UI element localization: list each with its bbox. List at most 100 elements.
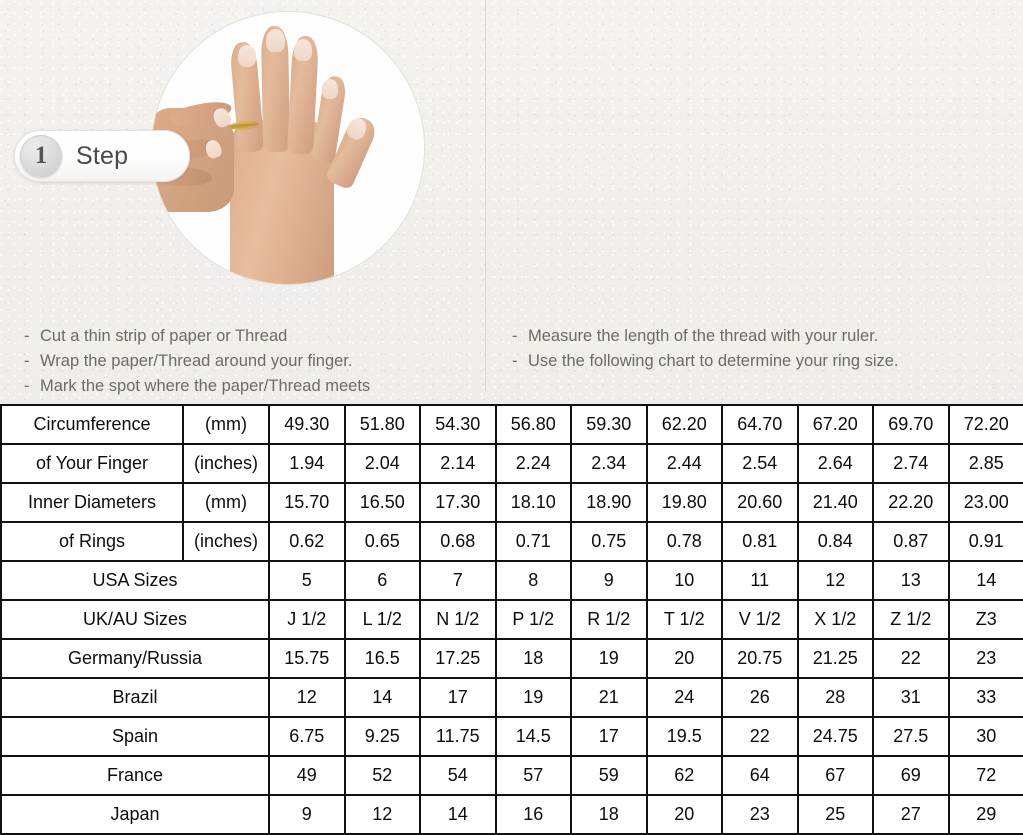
cell: L 1/2: [345, 600, 421, 639]
cell: 15.75: [269, 639, 345, 678]
cell: 6: [345, 561, 421, 600]
cell: X 1/2: [798, 600, 874, 639]
cell: Z 1/2: [873, 600, 949, 639]
cell: 19: [571, 639, 647, 678]
cell: 20.60: [722, 483, 798, 522]
cell: 72.20: [949, 405, 1023, 444]
cell: T 1/2: [647, 600, 723, 639]
cell: 27.5: [873, 717, 949, 756]
bullet-dash: -: [24, 374, 40, 399]
row-label-usa-sizes: USA Sizes: [1, 561, 269, 600]
unit-label: (mm): [183, 405, 269, 444]
cell: R 1/2: [571, 600, 647, 639]
cell: 31: [873, 678, 949, 717]
cell: 0.81: [722, 522, 798, 561]
row-label-circumference: Circumference: [1, 405, 183, 444]
cell: 59: [571, 756, 647, 795]
cell: 56.80: [496, 405, 572, 444]
step-1-photo-hand-with-ring: [152, 12, 424, 284]
cell: 20.75: [722, 639, 798, 678]
ring-size-table: Circumference (mm) 49.30 51.80 54.30 56.…: [0, 404, 1023, 835]
cell: 12: [798, 561, 874, 600]
cell: 67: [798, 756, 874, 795]
cell: 7: [420, 561, 496, 600]
cell: 24.75: [798, 717, 874, 756]
instruction-line: -Mark the spot where the paper/Thread me…: [24, 374, 370, 399]
cell: 62.20: [647, 405, 723, 444]
table-row: Japan 9 12 14 16 18 20 23 25 27 29: [1, 795, 1023, 834]
instruction-line: -Use the following chart to determine yo…: [512, 349, 899, 374]
cell: 2.44: [647, 444, 723, 483]
row-label-inner-diameters-2: of Rings: [1, 522, 183, 561]
cell: 21.40: [798, 483, 874, 522]
row-label-circumference-2: of Your Finger: [1, 444, 183, 483]
cell: 15.70: [269, 483, 345, 522]
cell: J 1/2: [269, 600, 345, 639]
cell: 64.70: [722, 405, 798, 444]
cell: 17.30: [420, 483, 496, 522]
cell: 0.84: [798, 522, 874, 561]
cell: 21: [571, 678, 647, 717]
row-label-germany-russia: Germany/Russia: [1, 639, 269, 678]
step-2-instructions: -Measure the length of the thread with y…: [512, 324, 899, 374]
cell: Z3: [949, 600, 1023, 639]
row-label-inner-diameters: Inner Diameters: [1, 483, 183, 522]
instruction-text: Cut a thin strip of paper or Thread: [40, 327, 287, 345]
cell: 30: [949, 717, 1023, 756]
cell: 0.68: [420, 522, 496, 561]
cell: 17: [571, 717, 647, 756]
cell: 18.90: [571, 483, 647, 522]
cell: 23: [722, 795, 798, 834]
cell: 2.24: [496, 444, 572, 483]
cell: 0.62: [269, 522, 345, 561]
cell: 2.74: [873, 444, 949, 483]
cell: 12: [269, 678, 345, 717]
cell: 20: [647, 795, 723, 834]
cell: 20: [647, 639, 723, 678]
cell: 2.14: [420, 444, 496, 483]
cell: 0.71: [496, 522, 572, 561]
cell: 1.94: [269, 444, 345, 483]
instruction-text: Mark the spot where the paper/Thread mee…: [40, 377, 370, 395]
cell: 49: [269, 756, 345, 795]
step-1-label: Step: [76, 142, 128, 171]
cell: P 1/2: [496, 600, 572, 639]
cell: 26: [722, 678, 798, 717]
cell: 11.75: [420, 717, 496, 756]
cell: 14: [949, 561, 1023, 600]
instruction-text: Use the following chart to determine you…: [528, 352, 899, 370]
cell: 11: [722, 561, 798, 600]
bullet-dash: -: [24, 349, 40, 374]
row-label-brazil: Brazil: [1, 678, 269, 717]
table-row: USA Sizes 5 6 7 8 9 10 11 12 13 14: [1, 561, 1023, 600]
cell: 2.85: [949, 444, 1023, 483]
table-row: of Rings (inches) 0.62 0.65 0.68 0.71 0.…: [1, 522, 1023, 561]
table-row: France 49 52 54 57 59 62 64 67 69 72: [1, 756, 1023, 795]
row-label-france: France: [1, 756, 269, 795]
bullet-dash: -: [24, 324, 40, 349]
cell: 51.80: [345, 405, 421, 444]
cell: 25: [798, 795, 874, 834]
cell: 28: [798, 678, 874, 717]
unit-label: (inches): [183, 444, 269, 483]
cell: 8: [496, 561, 572, 600]
table-row: of Your Finger (inches) 1.94 2.04 2.14 2…: [1, 444, 1023, 483]
instruction-text: Wrap the paper/Thread around your finger…: [40, 352, 352, 370]
bullet-dash: -: [512, 349, 528, 374]
table-row: Inner Diameters (mm) 15.70 16.50 17.30 1…: [1, 483, 1023, 522]
cell: 21.25: [798, 639, 874, 678]
cell: 72: [949, 756, 1023, 795]
cell: 69.70: [873, 405, 949, 444]
table-row: UK/AU Sizes J 1/2 L 1/2 N 1/2 P 1/2 R 1/…: [1, 600, 1023, 639]
cell: V 1/2: [722, 600, 798, 639]
cell: 0.91: [949, 522, 1023, 561]
table-row: Circumference (mm) 49.30 51.80 54.30 56.…: [1, 405, 1023, 444]
cell: 9.25: [345, 717, 421, 756]
steps-section: 1 Step -Cut a thin strip of paper or Thr…: [0, 0, 1023, 404]
cell: 23.00: [949, 483, 1023, 522]
cell: 22: [722, 717, 798, 756]
cell: 22: [873, 639, 949, 678]
cell: 6.75: [269, 717, 345, 756]
step-1-number: 1: [20, 135, 62, 177]
cell: 12: [345, 795, 421, 834]
